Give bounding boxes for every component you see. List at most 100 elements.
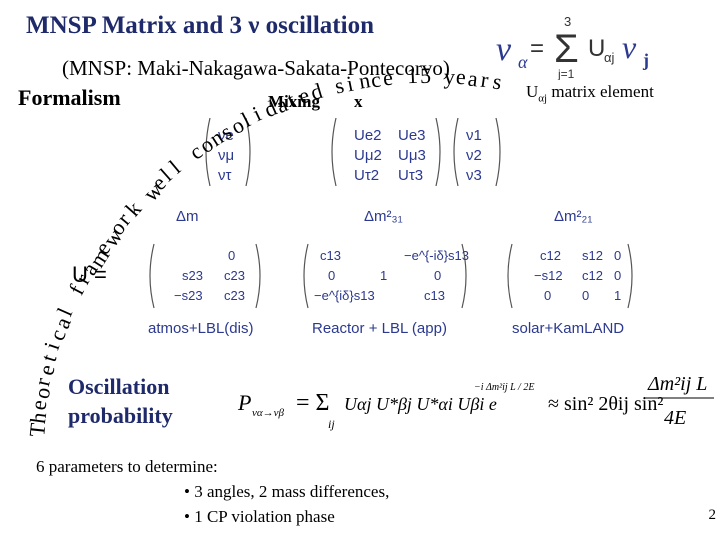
prob-approx: ≈ sin² 2θij sin² xyxy=(548,393,663,415)
m3-bracket-left xyxy=(507,243,513,309)
prob-eq-sum: = Σ xyxy=(296,390,330,416)
m1-r2c1: −s23 xyxy=(174,288,203,303)
prob-p-sub: να→νβ xyxy=(252,407,285,419)
slide-title: MNSP Matrix and 3 ν oscillation xyxy=(26,12,374,39)
m3-r1c2: 0 xyxy=(614,268,621,283)
m2-r0c2: −e^{-iδ}s13 xyxy=(404,248,469,263)
frac-num: Δm²ij L xyxy=(647,373,707,395)
mixing-matrix-block: νe νμ ντ Ue2 Uμ2 Uτ2 Ue3 Uμ3 Uτ3 ν1 ν2 ν… xyxy=(205,117,501,187)
delta-m21: Δm²₂₁ xyxy=(554,208,593,225)
uaj-label: Uαj matrix element xyxy=(526,82,654,104)
params-item-1: • 3 angles, 2 mass differences, xyxy=(184,482,390,501)
eq-nu-alpha: ν xyxy=(496,31,512,68)
m2-r0c0: c13 xyxy=(320,248,341,263)
prob-terms: Uαj U*βj U*αi Uβi e xyxy=(344,394,497,414)
matrix-nu-3: ν3 xyxy=(466,167,482,184)
u-equals: U = xyxy=(72,262,107,287)
mixing-head: Mixing xyxy=(268,92,320,111)
matrix-nu-tau: ντ xyxy=(218,167,232,184)
m2-r2c0: −e^{iδ}s13 xyxy=(314,288,375,303)
formalism-heading: Formalism xyxy=(18,85,121,110)
m1-r1c1: s23 xyxy=(182,268,203,283)
prob-exp: −i Δm²ij L / 2E xyxy=(474,382,534,393)
frac-den: 4E xyxy=(664,407,686,429)
bracket-left-3 xyxy=(453,117,459,187)
uaj-sub: αj xyxy=(538,92,548,105)
overlay-letter: s xyxy=(331,72,346,99)
bracket-right-3 xyxy=(495,117,501,187)
matrix-nu-e: νe xyxy=(218,127,234,144)
m3-r0c0: c12 xyxy=(540,248,561,263)
mixing-matrix-heading: Mixing x xyxy=(268,92,362,112)
label-solar: solar+KamLAND xyxy=(512,320,625,337)
m2-r1c2: 0 xyxy=(434,268,441,283)
probability-formula: P να→νβ = Σ ij Uαj U*βj U*αi Uβi e −i Δm… xyxy=(237,373,714,431)
overlay-letter: s xyxy=(490,68,504,95)
uaj-suffix: matrix element xyxy=(547,82,654,101)
oscillation-probability-heading: Oscillation probability xyxy=(68,372,173,430)
matrix-nu-1: ν1 xyxy=(466,127,482,144)
eq-u: U xyxy=(588,35,605,62)
eq-u-sub: αj xyxy=(604,50,615,65)
m2-r1c1: 1 xyxy=(380,268,387,283)
overlay-letter: r xyxy=(478,66,490,93)
eq-equals: = xyxy=(530,35,544,62)
params-head: 6 parameters to determine: xyxy=(36,457,218,476)
m3-r2c0: 0 xyxy=(544,288,551,303)
matrix-nu-2: ν2 xyxy=(466,147,482,164)
bracket-right-2 xyxy=(435,117,441,187)
matrix-utau2: Uτ2 xyxy=(354,167,379,184)
overlay-letter: e xyxy=(455,63,468,90)
matrix-umu3: Uμ3 xyxy=(398,147,426,164)
m3-r1c1: c12 xyxy=(582,268,603,283)
slide-subtitle: (MNSP: Maki-Nakagawa-Sakata-Pontecorvo) xyxy=(62,56,450,80)
matrix-ue3: Ue3 xyxy=(398,127,426,144)
m3-bracket-right xyxy=(627,243,633,309)
eq-nu-j: ν xyxy=(622,29,637,65)
m3-r0c2: 0 xyxy=(614,248,621,263)
eq-upper: 3 xyxy=(564,14,571,29)
eq-sum: Σ xyxy=(554,27,579,71)
osc-line-2: probability xyxy=(68,403,173,428)
matrix-ue2: Ue2 xyxy=(354,127,382,144)
label-reactor: Reactor + LBL (app) xyxy=(312,320,447,337)
delta-left: Δm xyxy=(176,208,199,225)
m1-r2c2: c23 xyxy=(224,288,245,303)
matrix-nu-mu: νμ xyxy=(218,147,234,164)
mixing-tail: x xyxy=(353,92,363,111)
m1-bracket-right xyxy=(255,243,261,309)
overlay-letter: a xyxy=(467,65,480,91)
page-number: 2 xyxy=(708,507,717,523)
u-factorization: 0 s23 c23 −s23 c23 c13 −e^{-iδ}s13 0 1 0… xyxy=(149,243,633,309)
m2-r1c0: 0 xyxy=(328,268,335,283)
bracket-right-1 xyxy=(245,117,251,187)
m2-bracket-left xyxy=(303,243,309,309)
eq-j: j xyxy=(642,50,649,70)
prob-p: P xyxy=(237,390,251,415)
flavor-state-equation: ν α = 3 Σ j=1 U αj ν j xyxy=(496,14,649,80)
overlay-letter: e xyxy=(33,361,60,378)
m1-bracket-left xyxy=(149,243,155,309)
bracket-left-2 xyxy=(331,117,337,187)
overlay-letter: 5 xyxy=(419,62,431,89)
label-atmos: atmos+LBL(dis) xyxy=(148,320,254,337)
eq-lower: j=1 xyxy=(557,67,575,80)
m3-r0c1: s12 xyxy=(582,248,603,263)
params-item-2: • 1 CP violation phase xyxy=(184,507,335,526)
m3-r2c2: 1 xyxy=(614,288,621,303)
m2-bracket-right xyxy=(461,243,467,309)
m2-r2c2: c13 xyxy=(424,288,445,303)
osc-line-1: Oscillation xyxy=(68,374,170,399)
uaj-prefix: U xyxy=(526,82,539,101)
parameters-block: 6 parameters to determine: • 3 angles, 2… xyxy=(36,454,389,529)
m3-r2c1: 0 xyxy=(582,288,589,303)
m3-r1c0: −s12 xyxy=(534,268,563,283)
eq-alpha: α xyxy=(518,52,528,72)
overlay-letter: 1 xyxy=(406,63,419,89)
overlay-letter: e xyxy=(381,64,394,91)
overlay-letter: y xyxy=(443,63,456,89)
prob-ij: ij xyxy=(328,417,335,431)
m1-r1c2: c23 xyxy=(224,268,245,283)
bracket-left-1 xyxy=(205,117,211,187)
matrix-utau3: Uτ3 xyxy=(398,167,423,184)
